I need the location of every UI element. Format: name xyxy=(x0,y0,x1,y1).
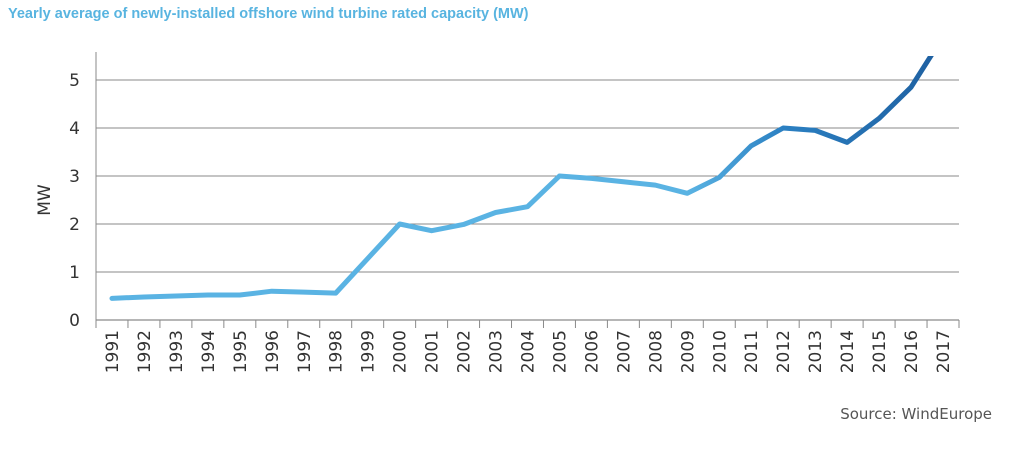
x-tick-label: 2001 xyxy=(423,330,443,373)
gridlines xyxy=(95,52,960,328)
chart-title: Yearly average of newly-installed offsho… xyxy=(8,6,529,22)
x-tick-label: 2010 xyxy=(710,330,730,373)
y-tick-label: 1 xyxy=(69,263,80,283)
x-tick-label: 1996 xyxy=(263,330,283,373)
x-tick-label: 2005 xyxy=(550,330,570,373)
y-tick-label: 3 xyxy=(69,167,80,187)
x-tick-label: 2000 xyxy=(391,330,411,373)
y-tick-label: 5 xyxy=(69,71,80,91)
y-tick-label: 4 xyxy=(69,119,80,139)
series-line xyxy=(109,56,934,301)
x-tick-label: 2004 xyxy=(519,330,539,373)
x-tick-label: 2016 xyxy=(902,330,922,373)
y-tick-label: 0 xyxy=(69,311,80,331)
x-tick-label: 2012 xyxy=(774,330,794,373)
y-tick-label: 2 xyxy=(69,215,80,235)
x-tick-label: 2006 xyxy=(582,330,602,373)
x-tick-label: 2003 xyxy=(487,330,507,373)
x-tick-label: 2011 xyxy=(742,330,762,373)
x-tick-label: 2014 xyxy=(838,330,858,373)
x-tick-label: 2013 xyxy=(806,330,826,373)
x-tick-label: 2015 xyxy=(870,330,890,373)
x-tick-label: 2002 xyxy=(455,330,475,373)
y-tick-labels: 0 1 2 3 4 5 xyxy=(69,71,80,331)
x-tick-label: 1999 xyxy=(359,330,379,373)
x-tick-label: 1991 xyxy=(103,330,123,373)
source-note: Source: WindEurope xyxy=(840,405,992,423)
x-tick-label: 2007 xyxy=(614,330,634,373)
x-tick-label: 1997 xyxy=(295,330,315,373)
x-tick-label: 2008 xyxy=(646,330,666,373)
series-line-path xyxy=(109,56,934,301)
y-axis-label: MW xyxy=(35,184,55,216)
x-tick-label: 1998 xyxy=(327,330,347,373)
x-tick-label: 2009 xyxy=(678,330,698,373)
x-tick-label: 1994 xyxy=(199,330,219,373)
x-tick-label: 1993 xyxy=(167,330,187,373)
x-tick-label: 1995 xyxy=(231,330,251,373)
x-tick-label: 2017 xyxy=(934,330,954,373)
x-tick-label: 1992 xyxy=(135,330,155,373)
x-tick-labels: 1991 1992 1993 1994 1995 1996 1997 1998 1999 2000… xyxy=(103,330,954,373)
